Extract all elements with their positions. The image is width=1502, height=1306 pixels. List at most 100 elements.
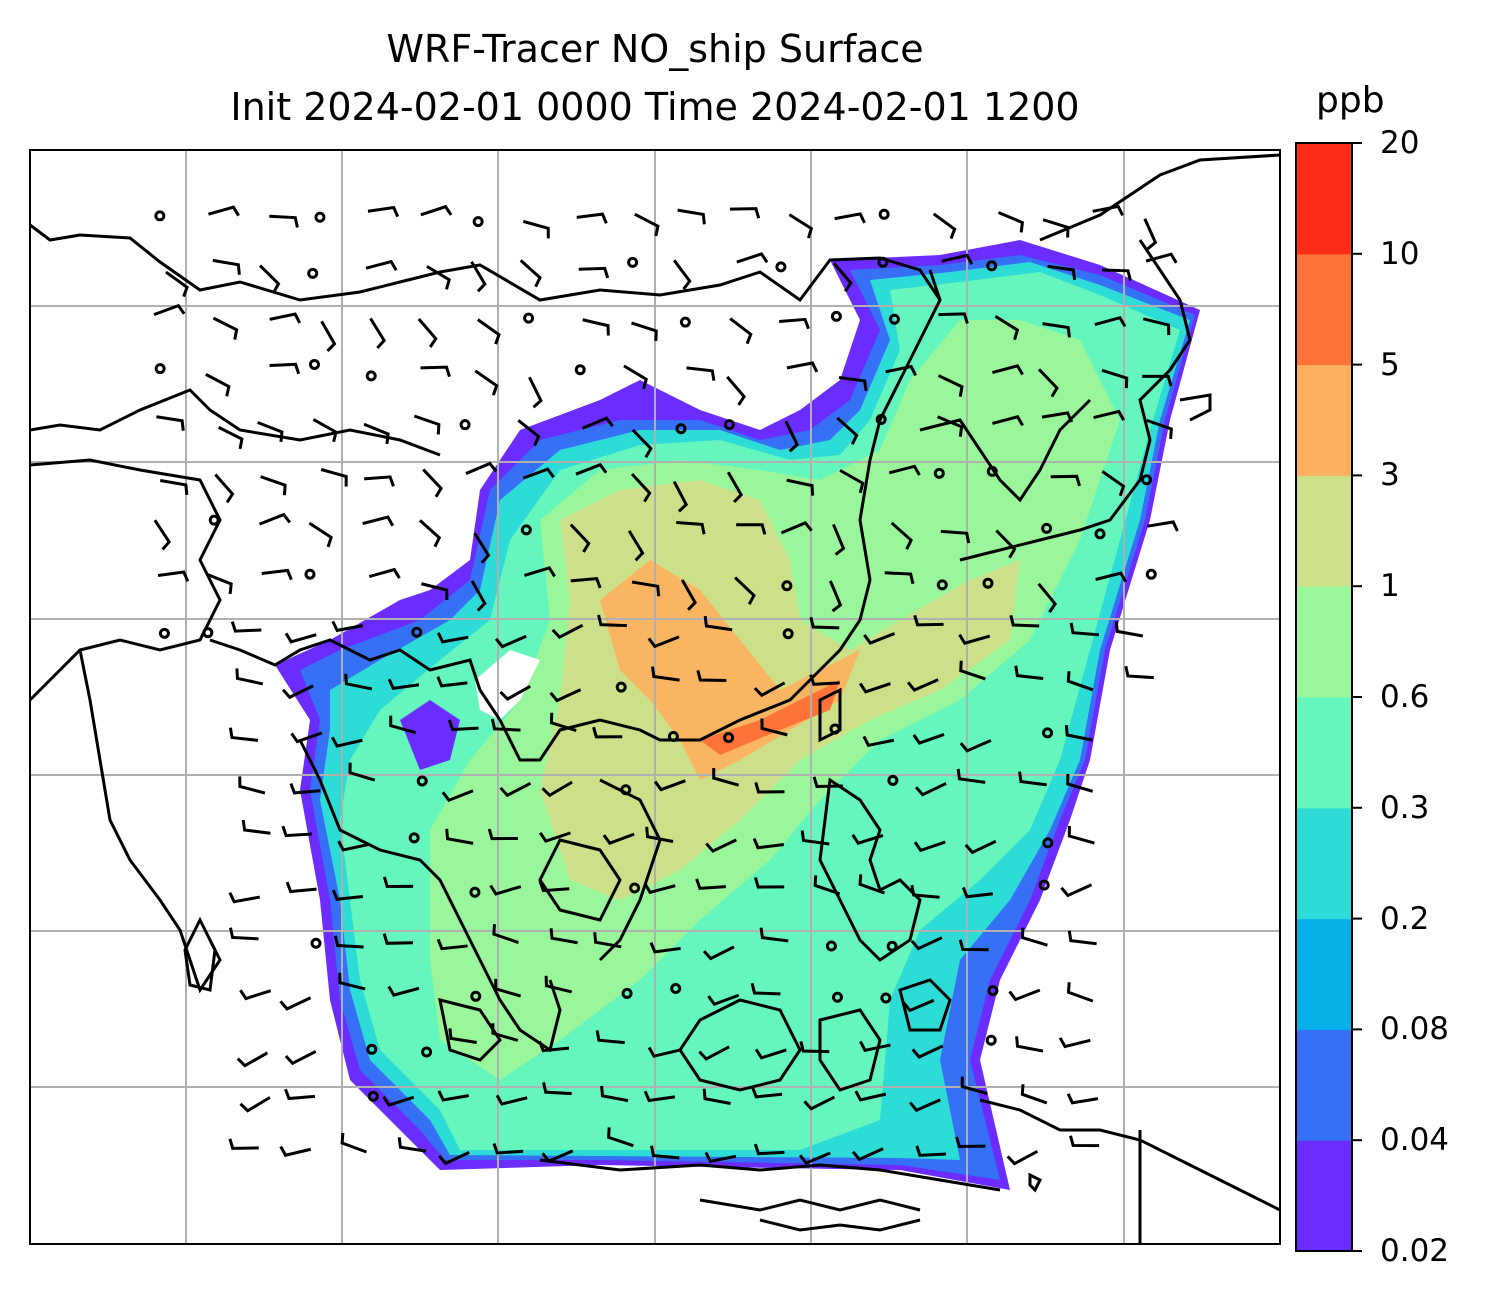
colorbar-tick-label: 5 [1380, 346, 1400, 383]
concentration-field [275, 240, 1200, 1190]
wind-barb [420, 365, 451, 378]
wind-barb [884, 571, 915, 585]
wind-barb [228, 727, 259, 742]
wind-barb [338, 972, 366, 991]
calm-wind-marker [421, 1046, 433, 1058]
wind-barb [365, 259, 398, 271]
wind-barb [538, 1040, 570, 1053]
calm-wind-marker [878, 208, 890, 220]
wind-barb [369, 317, 387, 349]
calm-wind-marker [1141, 474, 1153, 486]
calm-wind-marker [408, 832, 420, 844]
calm-wind-marker [1042, 837, 1054, 849]
wind-barb [812, 776, 843, 788]
calm-wind-marker [825, 940, 837, 952]
wind-barb [538, 831, 571, 843]
colorbar-segment [1296, 475, 1352, 587]
wind-barb [541, 1149, 574, 1163]
wind-barb [736, 523, 767, 535]
wind-barb [331, 620, 364, 633]
calm-wind-marker [723, 732, 735, 744]
colorbar-tick-label: 0.3 [1380, 789, 1430, 826]
wind-barb [491, 1023, 519, 1042]
wind-barb [839, 469, 865, 494]
wind-barb [734, 576, 756, 606]
wind-barb [541, 780, 573, 798]
colorbar-tick-label: 10 [1380, 235, 1420, 272]
map-frame [29, 149, 1281, 1245]
wind-barb [551, 623, 584, 640]
wind-barb [420, 204, 453, 217]
wind-barb [910, 936, 943, 951]
wind-barb [607, 1127, 634, 1148]
wind-barb [1042, 322, 1071, 338]
calm-wind-marker [1038, 879, 1050, 891]
wind-barb [941, 253, 974, 265]
wind-barb [489, 884, 522, 896]
wind-barb [813, 875, 841, 896]
wind-barb [284, 1050, 317, 1066]
wind-barb [726, 471, 744, 503]
wind-barb [932, 212, 957, 240]
wind-barb [938, 312, 969, 324]
wind-barb [676, 520, 706, 535]
wind-barb [592, 726, 623, 739]
wind-barb [238, 776, 266, 795]
colorbar-segment [1296, 807, 1352, 920]
calm-wind-marker [158, 627, 170, 639]
map-title-line1: WRF-Tracer NO_ship Surface [386, 27, 924, 71]
wind-barb [269, 312, 302, 324]
wind-barb [1018, 771, 1047, 787]
colorbar-segment [1296, 586, 1352, 698]
wind-barb [259, 512, 291, 526]
wind-barb [834, 212, 866, 224]
wind-barb [1042, 218, 1070, 238]
wind-barb [752, 837, 784, 850]
calm-wind-marker [202, 627, 214, 639]
wind-barb [258, 264, 281, 294]
wind-barb [851, 1147, 884, 1162]
wind-barb [517, 419, 541, 447]
wind-barb [959, 660, 986, 681]
calm-wind-marker [470, 990, 482, 1002]
wind-barb [1147, 520, 1179, 532]
wind-barb [779, 317, 810, 330]
wind-barb [858, 874, 885, 895]
colorbar-tick-label: 20 [1380, 125, 1420, 161]
wind-barb [228, 1138, 259, 1150]
wind-barb [702, 945, 735, 961]
wind-barb [800, 830, 830, 846]
map-title-line2: Init 2024-02-01 0000 Time 2024-02-01 120… [230, 85, 1080, 129]
wind-barb [260, 475, 287, 496]
wind-barb [1101, 368, 1129, 389]
wind-barb [647, 1046, 680, 1058]
wind-barb [1020, 1084, 1048, 1105]
wind-barb [707, 993, 740, 1007]
calm-wind-marker [469, 886, 481, 898]
wind-barb [239, 989, 272, 1001]
calm-wind-marker [365, 370, 377, 382]
wind-barb [958, 633, 991, 645]
wind-barb [912, 733, 945, 745]
wind-barb [289, 783, 321, 795]
colorbar-segment [1296, 364, 1352, 476]
wind-barb [437, 1090, 470, 1102]
calm-wind-marker [308, 358, 320, 370]
wind-barb [445, 828, 474, 845]
wind-barb [1066, 982, 1094, 1003]
wind-barb [569, 523, 591, 553]
wind-barb [1014, 665, 1044, 680]
wind-barb [490, 718, 521, 732]
wind-barb [809, 674, 840, 686]
wind-barb [838, 375, 868, 392]
wind-barb [936, 415, 964, 437]
wind-barb [1124, 665, 1154, 680]
wind-barb [991, 364, 1024, 376]
wind-barb [753, 877, 785, 889]
wind-barb [940, 529, 971, 544]
wind-barb [672, 259, 692, 290]
calm-wind-marker [679, 316, 691, 328]
calm-wind-marker [416, 775, 428, 787]
wind-barb [570, 577, 602, 589]
wind-barb [438, 1151, 470, 1166]
